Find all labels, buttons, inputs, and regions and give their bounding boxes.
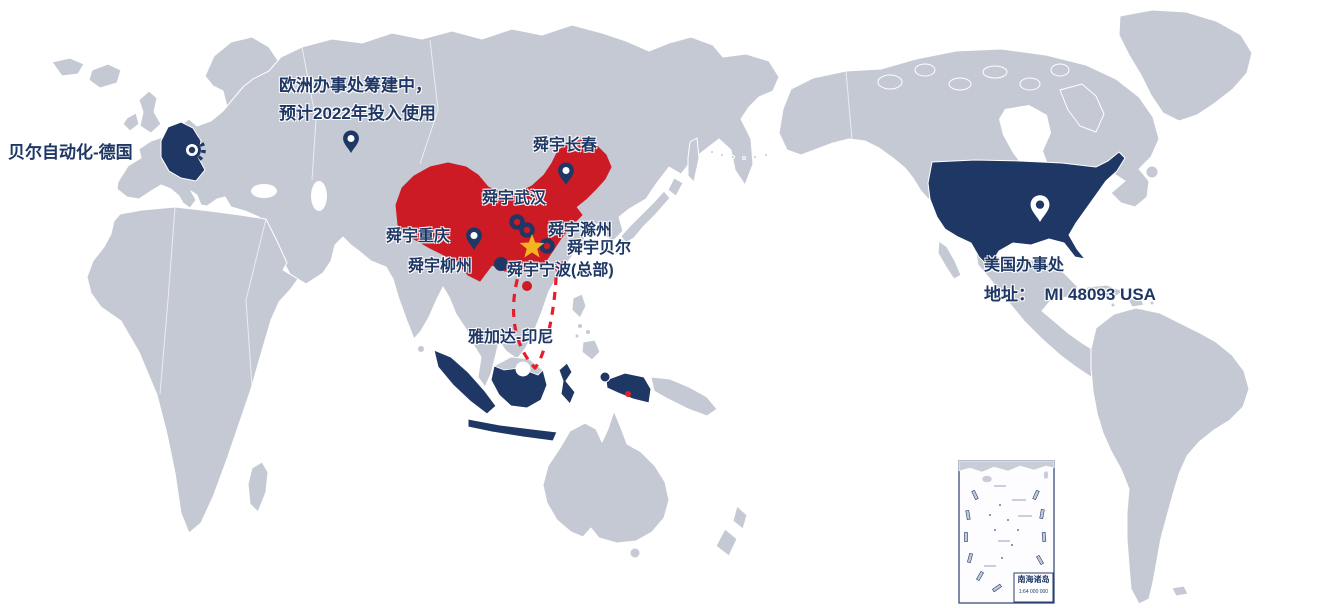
marker-chuzhou-ring bbox=[519, 222, 535, 238]
gear-icon bbox=[178, 136, 206, 164]
landmass-jamaica bbox=[1110, 302, 1116, 308]
landmass-japan-kyushu bbox=[616, 238, 626, 248]
nine-dash-line-west bbox=[511, 264, 538, 371]
png-red-dot bbox=[625, 391, 631, 397]
landmass-arctic-island bbox=[982, 65, 1008, 79]
landmass-nz-south bbox=[715, 528, 738, 557]
inset-islet bbox=[994, 529, 996, 531]
landmass-srilanka bbox=[417, 345, 425, 353]
landmass-philippines-islet bbox=[577, 323, 583, 329]
inset-dash bbox=[1032, 489, 1040, 501]
landmass-africa bbox=[86, 206, 299, 534]
landmass-hispaniola bbox=[1127, 296, 1145, 308]
pin-usa-icon bbox=[1030, 195, 1050, 222]
inset-dash bbox=[992, 583, 1002, 593]
landmass-ireland bbox=[122, 112, 140, 132]
landmass-aleutian bbox=[731, 155, 735, 159]
border-line bbox=[845, 70, 853, 141]
inset-scale: 1:64 000 000 bbox=[1018, 589, 1049, 595]
sea-caspian bbox=[311, 181, 327, 211]
inset-dash bbox=[971, 489, 979, 501]
inset-islet bbox=[1007, 519, 1009, 521]
marker-jakarta-dot bbox=[515, 361, 531, 377]
inset-islet bbox=[1017, 529, 1019, 531]
landmass-aleutian bbox=[742, 156, 746, 160]
landmass-australia bbox=[542, 410, 670, 544]
marker-wuhan-ring bbox=[509, 214, 525, 230]
landmass-aleutian bbox=[720, 153, 724, 157]
sea-black bbox=[251, 184, 277, 198]
landmass-germany-highlight bbox=[160, 121, 206, 182]
landmass-aleutian bbox=[764, 153, 768, 157]
landmass-papua-new-guinea bbox=[650, 376, 718, 417]
landmass-java-highlight bbox=[467, 418, 558, 442]
marker-ningbo-hq-star bbox=[519, 234, 545, 258]
inset-taiwan bbox=[1043, 470, 1049, 480]
landmass-tasmania bbox=[629, 547, 641, 559]
landmass-falklands bbox=[1171, 585, 1189, 597]
landmass-arctic-island bbox=[1019, 77, 1041, 91]
inset-islet bbox=[989, 514, 991, 516]
landmass-arctic-island bbox=[1050, 63, 1070, 77]
landmass-puerto-rico bbox=[1149, 300, 1155, 306]
pin-europe-icon bbox=[343, 130, 359, 153]
landmass-sumatra-highlight bbox=[433, 349, 497, 415]
landmass-cuba bbox=[1084, 284, 1124, 298]
landmass-arctic-island bbox=[914, 63, 936, 77]
inset-dash bbox=[964, 532, 968, 542]
landmass-usa-highlight bbox=[927, 151, 1126, 268]
landmass-baja bbox=[937, 240, 962, 280]
pin-chongqing-icon bbox=[466, 227, 482, 250]
landmass-aleutian bbox=[710, 150, 714, 154]
landmass-baffin bbox=[1059, 83, 1105, 133]
landmass-newfoundland bbox=[1145, 165, 1159, 179]
inset-title-box bbox=[1013, 572, 1054, 603]
inset-islet bbox=[999, 504, 1001, 506]
inset-title: 南海诸岛 bbox=[1017, 575, 1050, 584]
landmass-philippines-islet bbox=[585, 329, 591, 335]
inset-dash bbox=[1041, 532, 1047, 542]
marker-bell-ring bbox=[539, 238, 555, 254]
landmass-papua-west-highlight bbox=[605, 372, 652, 404]
landmass-uk bbox=[138, 90, 162, 134]
landmass-arctic-island bbox=[948, 77, 972, 91]
landmass-greenland bbox=[1118, 9, 1253, 122]
landmass-japan-hokkaido bbox=[667, 177, 684, 197]
landmass-philippines-luzon bbox=[571, 293, 587, 319]
border-line bbox=[301, 46, 317, 181]
border-line bbox=[419, 39, 439, 165]
sea-hudson-bay bbox=[999, 105, 1051, 177]
nine-dash-line-east bbox=[533, 261, 559, 369]
inset-islet bbox=[1011, 544, 1013, 546]
landmass-madagascar bbox=[247, 461, 269, 513]
landmass-china-highlight bbox=[395, 139, 612, 282]
inset-dash bbox=[965, 509, 971, 521]
landmass-hainan-highlight bbox=[522, 281, 532, 291]
inset-coastline bbox=[958, 460, 1055, 473]
inset-dash bbox=[967, 552, 973, 564]
border-line bbox=[245, 218, 267, 387]
landmass-arctic-island bbox=[877, 74, 903, 90]
inset-hainan bbox=[981, 475, 993, 483]
landmass-aleutian bbox=[753, 155, 757, 159]
marker-liuzhou-dot bbox=[494, 257, 508, 271]
landmass-papua-birdhead-highlight bbox=[599, 371, 611, 383]
landmass-atlantic-islets bbox=[51, 57, 85, 77]
landmass-nz-north bbox=[732, 505, 748, 530]
border-line bbox=[159, 206, 176, 395]
landmass-philippines-islet bbox=[574, 333, 580, 339]
inset-dash bbox=[976, 570, 984, 582]
landmass-sakhalin bbox=[687, 137, 700, 183]
landmass-philippines-mindanao bbox=[581, 339, 601, 361]
inset-dash bbox=[1039, 508, 1045, 520]
landmass-sulawesi-highlight bbox=[558, 362, 576, 405]
inset-islet bbox=[1001, 557, 1003, 559]
landmass-iceland bbox=[88, 63, 122, 89]
pin-changchun-icon bbox=[558, 162, 574, 185]
inset-dash bbox=[1036, 554, 1044, 566]
inset-south-china-sea bbox=[958, 460, 1055, 604]
landmass-south-america bbox=[1090, 307, 1250, 605]
